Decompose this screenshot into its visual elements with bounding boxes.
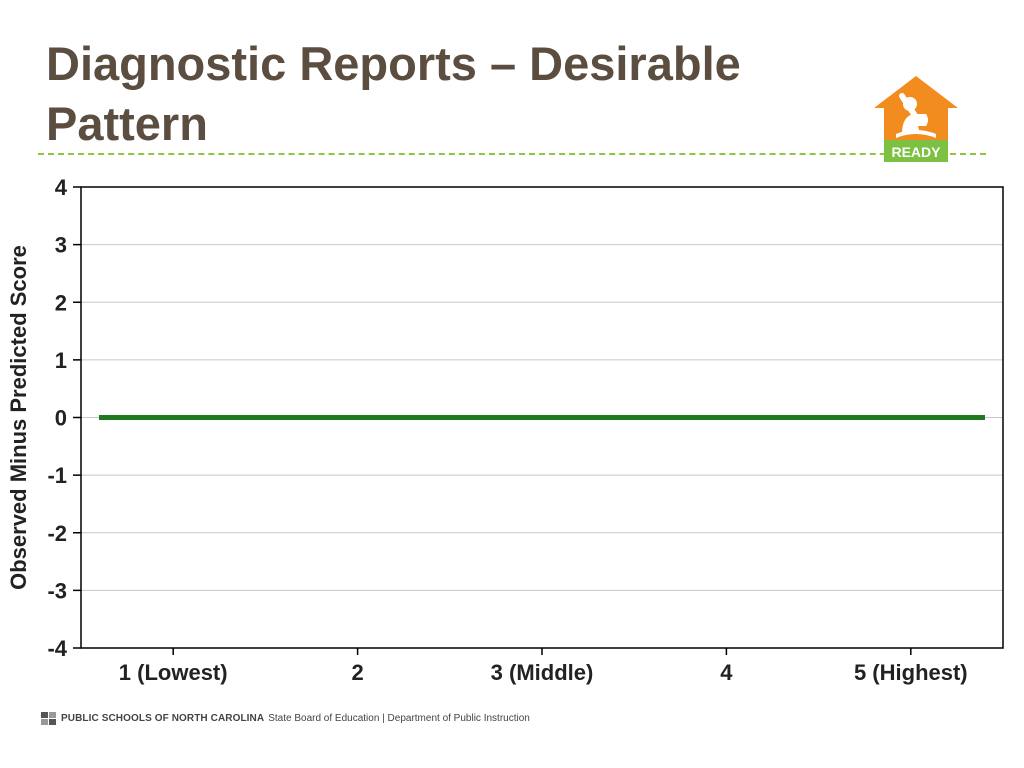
x-tick-label: 1 (Lowest)	[119, 660, 228, 685]
slide-title-line-2: Pattern	[46, 97, 208, 150]
footer-org: PUBLIC SCHOOLS OF NORTH CAROLINA	[61, 712, 265, 724]
ready-logo: READY	[874, 76, 958, 162]
ready-house-icon	[874, 76, 958, 146]
title-divider	[38, 153, 986, 155]
y-tick-label: -4	[47, 636, 67, 661]
y-tick-label: -1	[47, 463, 67, 488]
ready-logo-label: READY	[891, 144, 941, 160]
slide-title: Diagnostic Reports – Desirable Pattern	[46, 34, 846, 154]
x-tick-label: 5 (Highest)	[854, 660, 968, 685]
x-tick-label: 3 (Middle)	[491, 660, 594, 685]
slide-title-line-1: Diagnostic Reports – Desirable	[46, 37, 741, 90]
y-tick-label: 2	[55, 290, 67, 315]
y-tick-label: -3	[47, 578, 67, 603]
chart-area: 4 3 2 1 0 -1 -2 -3 -4 1 (Lowest) 2 3 (Middle) 4 5 (Hi…	[0, 170, 1024, 700]
x-tick-label: 2	[351, 660, 363, 685]
footer-sub: State Board of Education | Department of…	[268, 712, 530, 724]
y-axis-label: Observed Minus Predicted Score	[6, 245, 31, 590]
y-tick-label: 1	[55, 348, 67, 373]
y-tick-label: -2	[47, 521, 67, 546]
y-tick-label: 3	[55, 233, 67, 258]
x-tick-label: 4	[720, 660, 733, 685]
chart-svg: 4 3 2 1 0 -1 -2 -3 -4 1 (Lowest) 2 3 (Middle) 4 5 (Hi…	[6, 175, 1004, 685]
y-tick-label: 0	[55, 406, 67, 431]
plot-frame	[80, 186, 1004, 649]
nc-dpi-emblem-icon	[40, 710, 57, 726]
footer: PUBLIC SCHOOLS OF NORTH CAROLINA State B…	[40, 710, 530, 726]
y-tick-label: 4	[55, 175, 68, 200]
